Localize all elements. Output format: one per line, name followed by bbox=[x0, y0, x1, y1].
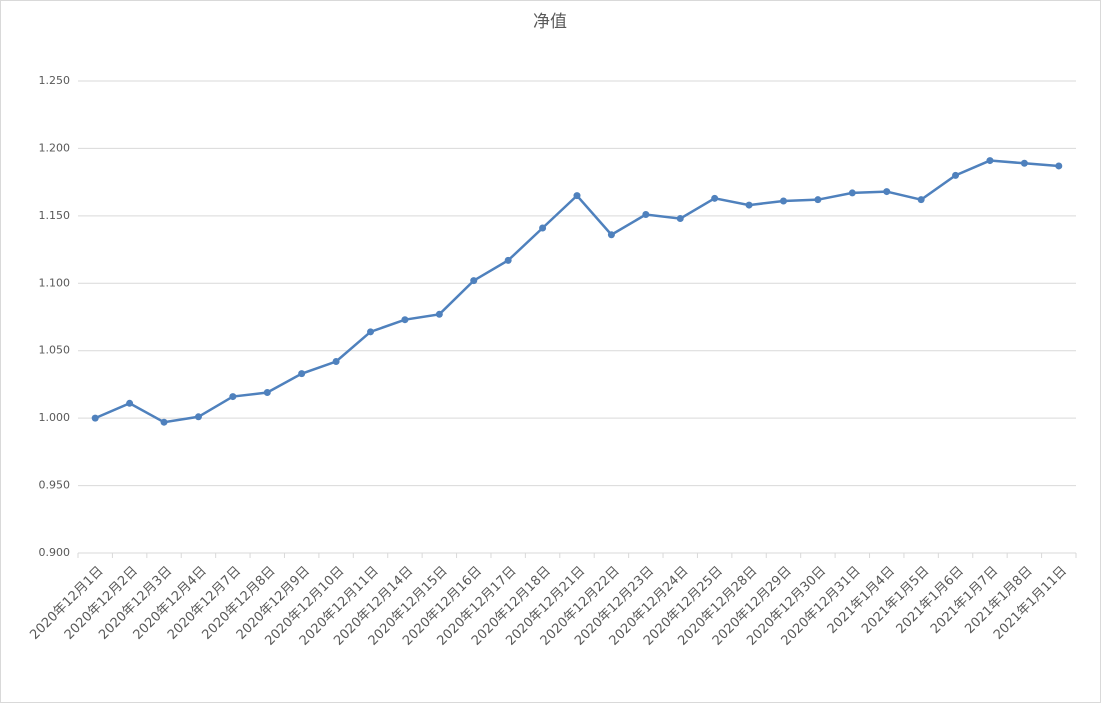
data-point bbox=[229, 393, 237, 401]
data-point bbox=[883, 188, 891, 196]
y-tick-label: 1.100 bbox=[39, 276, 71, 289]
data-point bbox=[126, 399, 134, 407]
y-tick-label: 1.200 bbox=[39, 141, 71, 154]
y-tick-label: 0.900 bbox=[39, 546, 71, 559]
data-point bbox=[263, 389, 271, 397]
y-tick-label: 1.150 bbox=[39, 209, 71, 222]
data-point bbox=[917, 196, 925, 204]
chart-title: 净值 bbox=[533, 12, 567, 32]
y-tick-label: 0.950 bbox=[39, 479, 71, 492]
data-point bbox=[676, 215, 684, 223]
data-point bbox=[91, 414, 99, 422]
data-point bbox=[470, 277, 478, 285]
data-point bbox=[779, 197, 787, 205]
data-point bbox=[573, 192, 581, 200]
data-point bbox=[160, 418, 168, 426]
data-point bbox=[814, 196, 822, 204]
data-point bbox=[539, 224, 547, 232]
data-point bbox=[1020, 159, 1028, 167]
data-point bbox=[504, 256, 512, 264]
data-point bbox=[642, 211, 650, 219]
y-tick-label: 1.250 bbox=[39, 74, 71, 87]
data-point bbox=[745, 201, 753, 209]
data-point bbox=[711, 194, 719, 202]
data-point bbox=[1055, 162, 1063, 170]
data-point bbox=[435, 310, 443, 318]
y-tick-label: 1.050 bbox=[39, 344, 71, 357]
data-point bbox=[607, 231, 615, 239]
data-point bbox=[952, 171, 960, 179]
data-point bbox=[298, 370, 306, 378]
data-point bbox=[401, 316, 409, 324]
data-point bbox=[194, 413, 202, 421]
data-point bbox=[332, 358, 340, 366]
y-tick-label: 1.000 bbox=[39, 411, 71, 424]
data-point bbox=[848, 189, 856, 197]
data-point bbox=[367, 328, 375, 336]
data-point bbox=[986, 157, 994, 165]
